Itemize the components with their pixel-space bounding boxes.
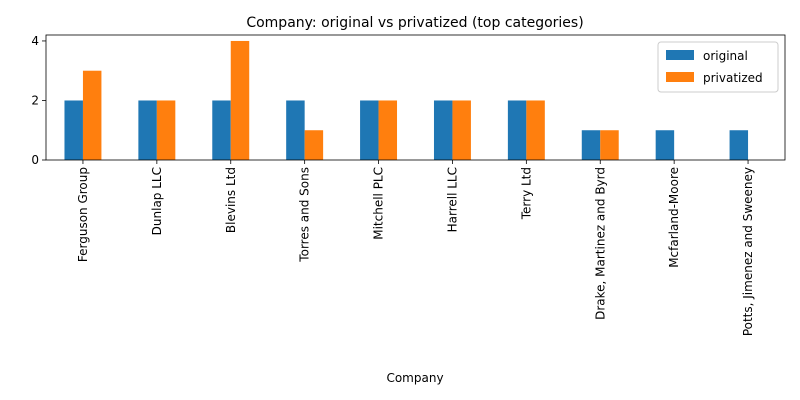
bar-privatized-4 — [378, 100, 398, 160]
x-tick-label: Torres and Sons — [298, 167, 312, 263]
bar-original-4 — [360, 100, 379, 160]
x-tick-label: Blevins Ltd — [224, 167, 238, 233]
bar-original-1 — [138, 100, 157, 160]
legend-label-original: original — [703, 49, 748, 63]
axes-group — [45, 34, 786, 161]
x-tick-label: Potts, Jimenez and Sweeney — [741, 167, 755, 336]
x-axis-label: Company — [386, 371, 443, 385]
chart-title: Company: original vs privatized (top cat… — [246, 15, 583, 31]
bar-original-3 — [286, 100, 305, 160]
y-tick-label: 2 — [31, 93, 39, 107]
bar-original-0 — [64, 100, 83, 160]
y-tick-label: 4 — [31, 34, 39, 48]
plot-frame — [45, 34, 786, 161]
bar-original-8 — [655, 130, 675, 160]
x-tick-label: Harrell LLC — [445, 167, 459, 232]
bar-original-7 — [581, 130, 601, 160]
bar-original-2 — [212, 100, 231, 160]
y-ticks-group: 0 2 4 — [31, 34, 46, 167]
x-tick-label: Drake, Martinez and Byrd — [593, 167, 607, 320]
bar-original-6 — [507, 100, 527, 160]
bar-privatized-7 — [600, 130, 619, 160]
legend: original privatized — [657, 41, 779, 93]
x-tick-label: Ferguson Group — [76, 167, 90, 262]
x-ticks-group: Ferguson Group Dunlap LLC Blevins Ltd Torre… — [76, 160, 755, 336]
legend-label-privatized: privatized — [703, 71, 763, 85]
bar-privatized-5 — [452, 100, 471, 160]
x-tick-label: Terry Ltd — [519, 167, 533, 220]
legend-swatch-original — [666, 50, 694, 60]
bar-privatized-6 — [526, 100, 545, 160]
bar-privatized-3 — [304, 130, 324, 160]
x-tick-label: Mitchell PLC — [372, 167, 386, 240]
bar-privatized-1 — [156, 100, 176, 160]
x-tick-label: Mcfarland-Moore — [667, 167, 681, 268]
bars-group — [64, 40, 749, 161]
bar-privatized-2 — [230, 40, 250, 161]
legend-swatch-privatized — [666, 72, 694, 82]
x-tick-label: Dunlap LLC — [150, 167, 164, 235]
bar-privatized-0 — [82, 70, 102, 160]
y-tick-label: 0 — [31, 153, 39, 167]
bar-original-9 — [729, 130, 749, 160]
bar-original-5 — [433, 100, 453, 160]
